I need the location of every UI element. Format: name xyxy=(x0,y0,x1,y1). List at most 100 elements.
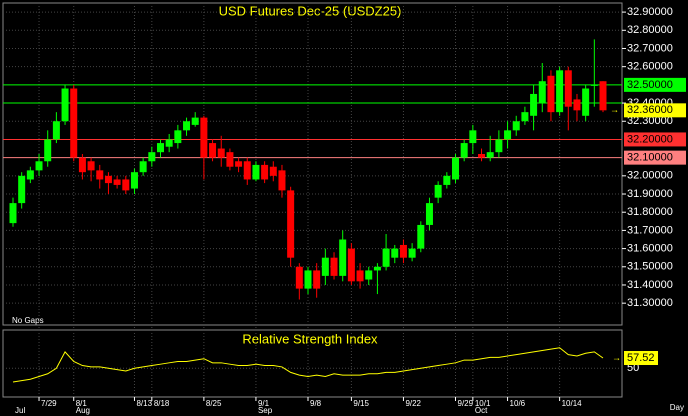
y-tick-label: 31.60000 xyxy=(627,242,673,254)
candle-body xyxy=(425,203,433,225)
x-tick-label: 9/29 xyxy=(458,399,474,408)
level-tag xyxy=(624,150,686,165)
candle-body xyxy=(590,84,598,86)
y-tick-label: 31.50000 xyxy=(627,261,673,273)
candle-body xyxy=(26,170,34,180)
candle-body xyxy=(252,164,260,180)
candle-body xyxy=(217,148,225,158)
candle-body xyxy=(347,248,355,282)
month-label: Aug xyxy=(76,406,90,415)
candle-body xyxy=(9,203,17,224)
candle-body xyxy=(191,117,199,125)
candle-body xyxy=(330,257,338,276)
y-tick-label: 31.80000 xyxy=(627,206,673,218)
candle-body xyxy=(339,239,347,276)
y-tick-label: 32.70000 xyxy=(627,42,673,54)
candle-body xyxy=(391,248,399,258)
x-tick-label: 10/14 xyxy=(562,399,583,408)
candle-body xyxy=(356,270,364,282)
candle-body xyxy=(373,266,381,271)
candle-body xyxy=(538,81,546,104)
candle-body xyxy=(226,152,234,167)
candle-body xyxy=(70,88,78,158)
y-tick-label: 50 xyxy=(627,362,639,374)
rsi-title: Relative Strength Index xyxy=(242,331,378,346)
candle-body xyxy=(157,143,164,153)
candle-body xyxy=(113,179,121,185)
candle-body xyxy=(243,161,251,180)
y-tick-label: 31.30000 xyxy=(627,297,673,309)
candle-body xyxy=(295,266,303,289)
candle-body xyxy=(130,172,138,189)
candle-body xyxy=(148,152,156,162)
candle-body xyxy=(78,157,86,173)
candle-body xyxy=(87,161,95,171)
x-tick-label: 8/1 xyxy=(76,399,88,408)
candle-body xyxy=(443,175,451,185)
x-tick-label: 9/1 xyxy=(258,399,270,408)
candle-body xyxy=(52,121,60,140)
candle-body xyxy=(399,244,407,258)
x-tick-label: 8/13 xyxy=(136,399,152,408)
candle-body xyxy=(278,170,286,191)
candle-body xyxy=(452,157,459,180)
candle-body xyxy=(96,170,104,180)
candle-body xyxy=(269,166,277,176)
y-tick-label: 32.00000 xyxy=(627,170,673,182)
rsi-line xyxy=(12,347,604,383)
candle-body xyxy=(512,121,520,131)
candle-body xyxy=(478,153,486,158)
candle-body xyxy=(44,139,52,162)
candle-body xyxy=(486,152,494,158)
x-tick-label: 10/6 xyxy=(510,399,526,408)
candle-body xyxy=(460,143,468,158)
last-tag xyxy=(624,351,658,366)
last-label: 32.36000 xyxy=(627,104,673,116)
last-arrow: → xyxy=(610,105,619,115)
candle-body xyxy=(139,161,147,173)
candle-body xyxy=(417,224,425,249)
candle-body xyxy=(504,130,512,140)
x-tick-label: 8/18 xyxy=(154,399,170,408)
candle-body xyxy=(165,139,173,147)
rsi-panel xyxy=(2,329,623,398)
level-tag xyxy=(624,132,686,147)
candle-body xyxy=(235,161,243,167)
month-label: Jul xyxy=(15,406,25,415)
candle-body xyxy=(530,93,538,116)
y-tick-label: 31.90000 xyxy=(627,188,673,200)
candle-body xyxy=(183,121,191,131)
x-tick-label: 9/8 xyxy=(310,399,322,408)
note: No Gaps xyxy=(12,316,44,325)
candle-body xyxy=(18,175,26,204)
x-tick-label: 8/25 xyxy=(206,399,222,408)
last-label: 57.52 xyxy=(627,352,655,364)
candle-body xyxy=(469,130,477,144)
y-tick-label: 32.30000 xyxy=(627,115,673,127)
y-tick-label: 31.70000 xyxy=(627,224,673,236)
x-tick-label: 9/22 xyxy=(405,399,421,408)
level-tag xyxy=(624,77,686,92)
candle-body xyxy=(547,75,555,113)
candle-body xyxy=(200,117,208,158)
candle-body xyxy=(122,179,130,191)
y-tick-label: 32.80000 xyxy=(627,24,673,36)
candle-body xyxy=(209,143,217,158)
level-label: 32.10000 xyxy=(627,152,673,164)
candle-body xyxy=(556,70,564,113)
level-label: 32.20000 xyxy=(627,133,673,145)
last-arrow: → xyxy=(612,352,621,362)
x-tick-label: 10/1 xyxy=(475,399,491,408)
candle-body xyxy=(434,184,442,198)
level-label: 32.50000 xyxy=(627,79,673,91)
candle-body xyxy=(261,164,269,180)
month-label: Oct xyxy=(475,406,488,415)
x-tick-label: 9/15 xyxy=(353,399,369,408)
candle-body xyxy=(365,270,373,280)
candle-body xyxy=(495,139,503,153)
y-tick-label: 32.90000 xyxy=(627,6,673,18)
candle-body xyxy=(408,248,416,258)
